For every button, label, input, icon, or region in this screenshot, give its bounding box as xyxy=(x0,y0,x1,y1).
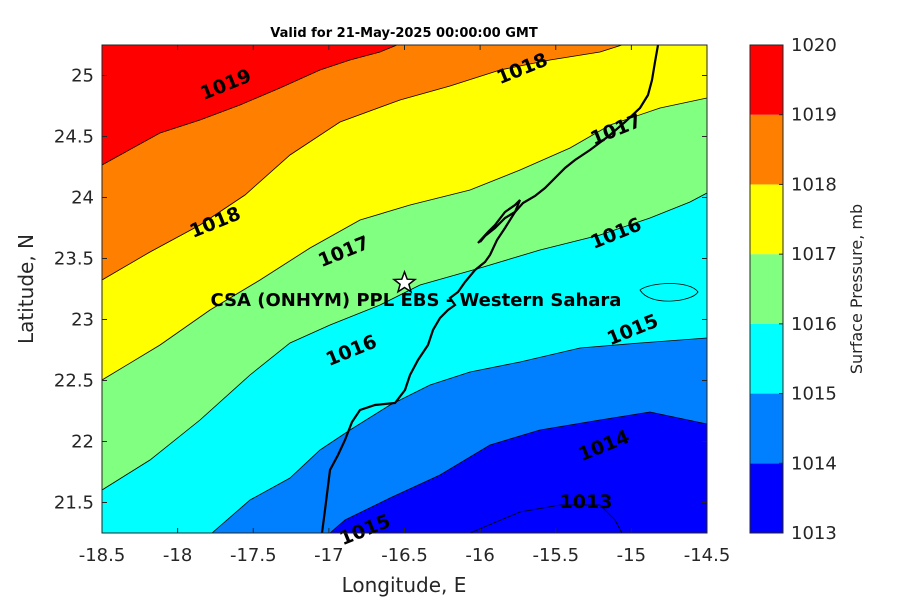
x-tick-label: -16.5 xyxy=(381,545,428,566)
y-tick-label: 22 xyxy=(71,432,94,453)
band-1019-1020 xyxy=(102,45,397,165)
x-tick-label: -17 xyxy=(314,545,343,566)
colorbar-tick-label: 1020 xyxy=(791,35,837,56)
colorbar-tick-label: 1013 xyxy=(791,523,837,544)
x-axis-label: Longitude, E xyxy=(342,573,467,597)
colorbar-swatch xyxy=(750,463,783,533)
coastline xyxy=(320,45,660,533)
x-tick-label: -14.5 xyxy=(684,545,731,566)
y-tick-label: 23.5 xyxy=(54,249,94,270)
x-tick-label: -17.5 xyxy=(230,545,277,566)
x-axis: -18.5 -18 -17.5 -17 -16.5 -16 -15.5 -15 -14.5 xyxy=(79,45,731,566)
colorbar-tick-label: 1016 xyxy=(791,314,837,335)
colorbar-frame xyxy=(749,44,784,534)
contour-1014 xyxy=(329,411,707,533)
colorbar-swatch xyxy=(750,323,783,394)
colorbar-swatch xyxy=(750,114,783,185)
y-axis-label: Latitude, N xyxy=(14,234,38,344)
contour-label-1013: 1013 xyxy=(560,491,613,513)
x-tick-label: -15 xyxy=(617,545,646,566)
contour-1013 xyxy=(469,504,623,533)
contour-1018 xyxy=(102,45,623,281)
x-tick-label: -18 xyxy=(163,545,192,566)
y-tick-label: 21.5 xyxy=(54,493,94,514)
contour-1015 xyxy=(211,337,707,533)
colorbar: 1013 1014 1015 1016 1017 1018 1019 1020 xyxy=(749,35,837,544)
chart-title: Valid for 21-May-2025 00:00:00 GMT xyxy=(270,26,538,41)
x-tick-label: -15.5 xyxy=(532,545,579,566)
y-tick-label: 22.5 xyxy=(54,371,94,392)
contour-lines xyxy=(102,45,707,533)
y-tick-label: 23 xyxy=(71,310,94,331)
colorbar-swatch xyxy=(750,45,783,115)
colorbar-swatch xyxy=(750,254,783,324)
colorbar-swatch xyxy=(750,393,783,464)
colorbar-tick-label: 1017 xyxy=(791,244,837,265)
colorbar-tick-label: 1015 xyxy=(791,384,837,405)
filled-contours xyxy=(102,45,707,533)
y-axis: 21.5 22 22.5 23 23.5 24 24.5 25 xyxy=(54,66,707,514)
site-label: CSA (ONHYM) PPL EBS - Western Sahara xyxy=(211,290,622,311)
colorbar-tick-label: 1019 xyxy=(791,105,837,126)
site-star-icon xyxy=(391,269,418,294)
y-tick-label: 24.5 xyxy=(54,127,94,148)
site-marker-group: CSA (ONHYM) PPL EBS - Western Sahara xyxy=(211,269,622,311)
contour-1016 xyxy=(102,192,707,491)
colorbar-tick-label: 1018 xyxy=(791,174,837,195)
y-tick-label: 25 xyxy=(71,66,94,87)
colorbar-label: Surface Pressure, mb xyxy=(847,204,866,374)
colorbar-tick-label: 1014 xyxy=(791,453,837,474)
x-tick-label: -18.5 xyxy=(79,545,126,566)
x-tick-label: -16 xyxy=(465,545,494,566)
closed-1015-contour xyxy=(639,283,699,302)
contour-1019 xyxy=(102,45,398,166)
contour-1017 xyxy=(102,97,707,381)
colorbar-swatch xyxy=(750,184,783,255)
y-tick-label: 24 xyxy=(71,188,94,209)
